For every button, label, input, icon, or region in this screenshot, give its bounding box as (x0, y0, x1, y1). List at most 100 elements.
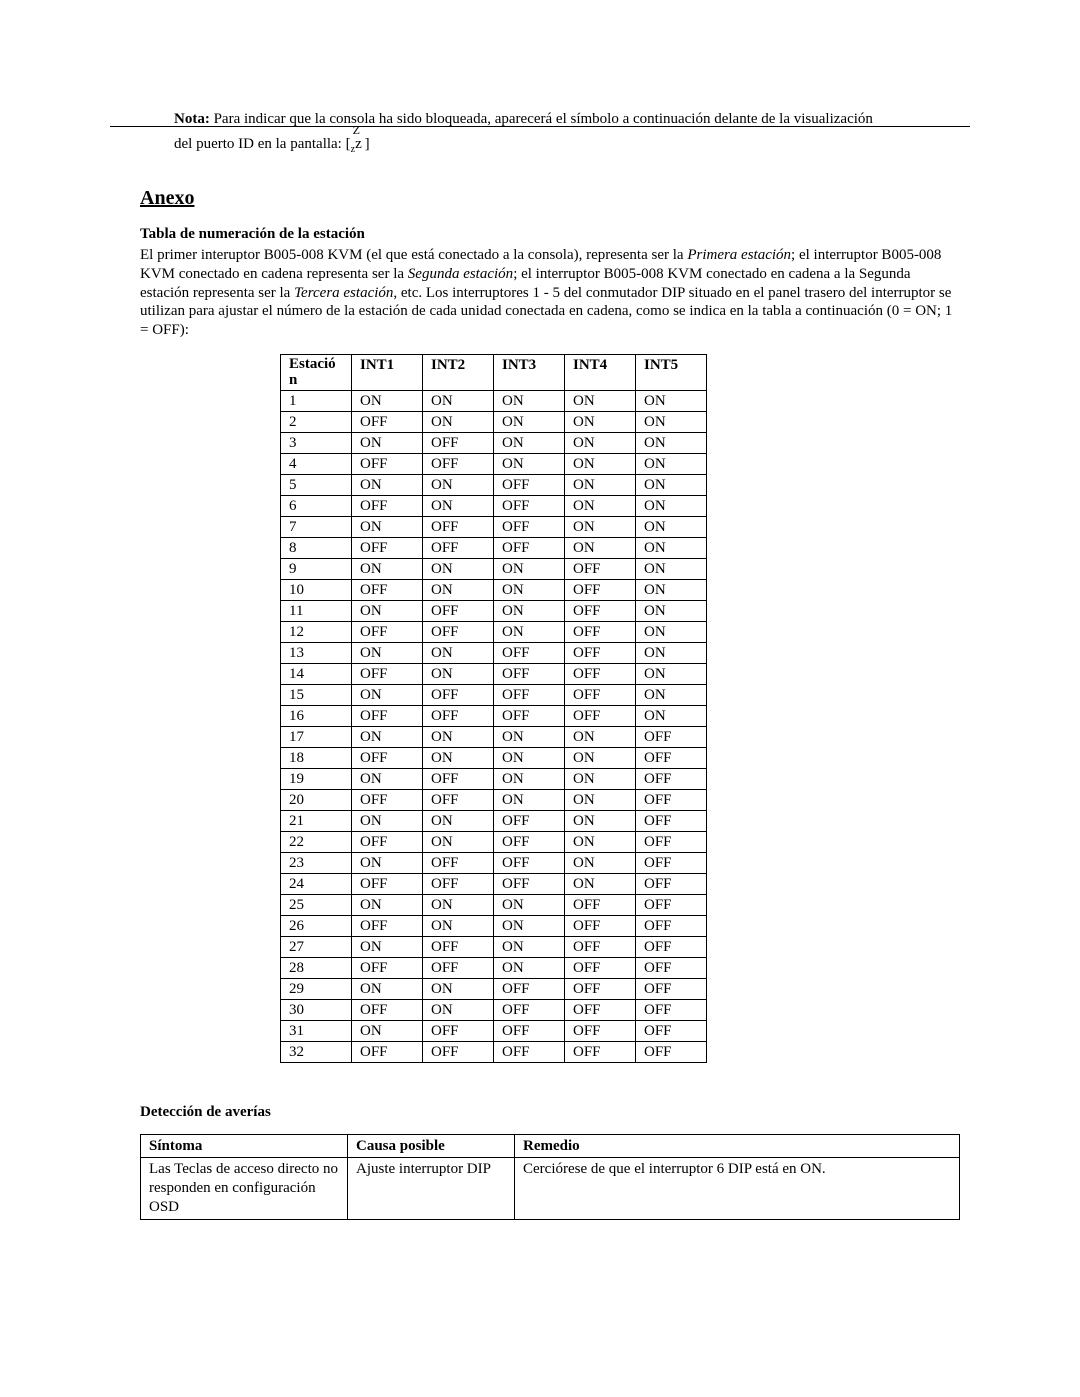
table-cell: OFF (494, 999, 565, 1020)
table-cell: ON (565, 726, 636, 747)
table-row: 27ONOFFONOFFOFF (281, 936, 707, 957)
table-row: 21ONONOFFONOFF (281, 810, 707, 831)
table-cell: OFF (565, 663, 636, 684)
table-cell: OFF (636, 852, 707, 873)
table-cell: OFF (423, 684, 494, 705)
table-cell: ON (636, 642, 707, 663)
table-row: 19ONOFFONONOFF (281, 768, 707, 789)
table-cell: OFF (494, 705, 565, 726)
lock-symbol: Zzz (351, 135, 365, 157)
table-cell: ON (636, 411, 707, 432)
table-row: 6OFFONOFFONON (281, 495, 707, 516)
table-cell: ON (565, 852, 636, 873)
table-cell: OFF (636, 999, 707, 1020)
note-text-1: Para indicar que la consola ha sido bloq… (214, 111, 873, 127)
table-cell: ON (494, 621, 565, 642)
table-cell: 31 (281, 1020, 352, 1041)
table-cell: OFF (423, 1020, 494, 1041)
table-cell: 23 (281, 852, 352, 873)
intro-paragraph: El primer interuptor B005-008 KVM (el qu… (140, 246, 960, 340)
table-cell: ON (494, 747, 565, 768)
table-cell: OFF (494, 1020, 565, 1041)
table-cell: OFF (423, 432, 494, 453)
table-row: 17ONONONONOFF (281, 726, 707, 747)
table-cell: OFF (423, 936, 494, 957)
table-cell: ON (636, 684, 707, 705)
table-cell: OFF (352, 1041, 423, 1062)
table-cell: OFF (423, 600, 494, 621)
table-cell: OFF (636, 894, 707, 915)
table-cell: ON (494, 894, 565, 915)
table-cell: 8 (281, 537, 352, 558)
table-cell: 30 (281, 999, 352, 1020)
table-cell: 12 (281, 621, 352, 642)
table-cell: OFF (494, 642, 565, 663)
table-cell: 11 (281, 600, 352, 621)
table-row: 18OFFONONONOFF (281, 747, 707, 768)
table-cell: OFF (494, 495, 565, 516)
note-label: Nota: (174, 111, 210, 127)
table-cell: 25 (281, 894, 352, 915)
table-cell: ON (565, 789, 636, 810)
table-cell: OFF (636, 936, 707, 957)
table-row: 3ONOFFONONON (281, 432, 707, 453)
table-row: 26OFFONONOFFOFF (281, 915, 707, 936)
table-cell: OFF (423, 705, 494, 726)
table-cell: OFF (423, 537, 494, 558)
table-cell: OFF (423, 873, 494, 894)
table-row: 32OFFOFFOFFOFFOFF (281, 1041, 707, 1062)
table-cell: ON (423, 747, 494, 768)
table-cell: ON (494, 390, 565, 411)
table-cell: 26 (281, 915, 352, 936)
table-cell: ON (565, 432, 636, 453)
table-cell: OFF (636, 873, 707, 894)
table-cell: 29 (281, 978, 352, 999)
table-row: 4OFFOFFONONON (281, 453, 707, 474)
table-cell: OFF (494, 810, 565, 831)
table-cell: OFF (565, 1041, 636, 1062)
table-cell: ON (423, 999, 494, 1020)
note-line-2: del puerto ID en la pantalla: [Zzz] (174, 135, 960, 157)
troubleshoot-table: Síntoma Causa posible Remedio Las Teclas… (140, 1134, 960, 1220)
table-cell: ON (636, 390, 707, 411)
table-cell: 16 (281, 705, 352, 726)
table-cell: ON (494, 411, 565, 432)
table-cell: ON (494, 915, 565, 936)
table-cell: OFF (494, 1041, 565, 1062)
table-cell: OFF (352, 873, 423, 894)
table-cell: ON (423, 915, 494, 936)
col-header-int4: INT4 (565, 354, 636, 390)
table-row: 15ONOFFOFFOFFON (281, 684, 707, 705)
table-cell: 27 (281, 936, 352, 957)
table-cell: ON (423, 726, 494, 747)
table-cell: OFF (636, 747, 707, 768)
table-cell: OFF (352, 663, 423, 684)
table-cell: ON (352, 684, 423, 705)
table-cell: OFF (636, 726, 707, 747)
table-cell: OFF (636, 1041, 707, 1062)
table-cell: ON (494, 768, 565, 789)
table-cell: OFF (636, 957, 707, 978)
table-row: 1ONONONONON (281, 390, 707, 411)
table-cell: 1 (281, 390, 352, 411)
table-cell: 20 (281, 789, 352, 810)
table-row: 7ONOFFOFFONON (281, 516, 707, 537)
table-cell: ON (352, 432, 423, 453)
table-cell: OFF (352, 747, 423, 768)
table-row: Las Teclas de acceso directo no responde… (141, 1158, 960, 1219)
table-cell: OFF (636, 1020, 707, 1041)
table-cell: ON (423, 810, 494, 831)
table-cell: ON (352, 390, 423, 411)
table-cell: ON (494, 600, 565, 621)
table-cell: OFF (423, 852, 494, 873)
table-cell: OFF (494, 852, 565, 873)
table-cell: OFF (352, 621, 423, 642)
table-row: 30OFFONOFFOFFOFF (281, 999, 707, 1020)
table-cell: ON (565, 831, 636, 852)
table-row: 22OFFONOFFONOFF (281, 831, 707, 852)
table-cell: OFF (636, 831, 707, 852)
col-header-estacion: Estación (281, 354, 352, 390)
table-header-row: Síntoma Causa posible Remedio (141, 1134, 960, 1158)
table-cell: ON (352, 936, 423, 957)
table-cell: 21 (281, 810, 352, 831)
